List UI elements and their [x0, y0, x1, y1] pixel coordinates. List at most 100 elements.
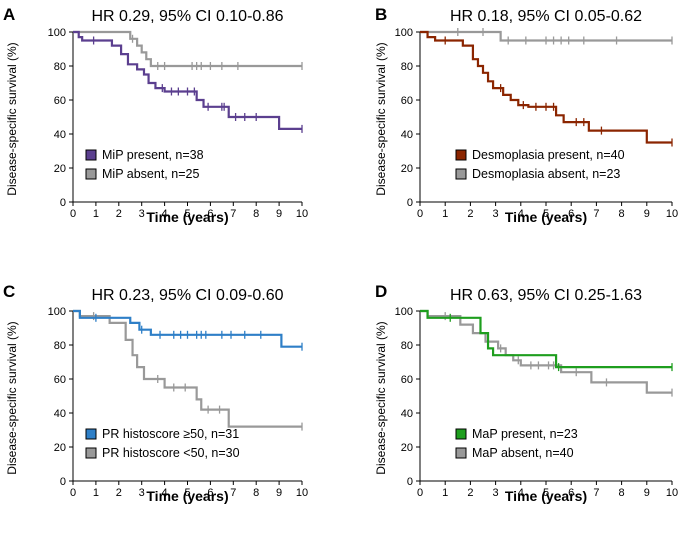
km-curve-group1: [73, 309, 302, 348]
x-tick-label: 9: [276, 208, 282, 220]
y-tick-label: 80: [54, 340, 66, 352]
panel-letter: A: [3, 5, 15, 24]
y-tick-label: 100: [48, 306, 66, 318]
x-tick-label: 6: [568, 208, 574, 220]
x-tick-label: 5: [543, 487, 549, 499]
y-tick-label: 0: [60, 476, 66, 488]
x-tick-label: 1: [442, 208, 448, 220]
km-curve-group2: [73, 309, 302, 428]
y-tick-label: 40: [401, 129, 413, 141]
x-tick-label: 2: [467, 208, 473, 220]
km-curve-group1: [420, 309, 672, 369]
legend-swatch: [455, 447, 467, 459]
panel-letter: C: [3, 282, 15, 301]
x-tick-label: 2: [467, 487, 473, 499]
y-axis-label: Disease-specific survival (%): [374, 42, 388, 195]
y-tick-label: 20: [401, 442, 413, 454]
km-curve-group2: [73, 30, 302, 68]
y-axis-label: Disease-specific survival (%): [5, 42, 19, 195]
x-tick-label: 7: [230, 487, 236, 499]
x-tick-label: 10: [666, 208, 678, 220]
chart-title: HR 0.23, 95% CI 0.09-0.60: [91, 287, 283, 304]
x-tick-label: 7: [230, 208, 236, 220]
y-tick-label: 40: [401, 408, 413, 420]
y-tick-label: 0: [407, 197, 413, 209]
chart-title: HR 0.63, 95% CI 0.25-1.63: [450, 287, 642, 304]
x-tick-label: 10: [296, 487, 308, 499]
x-tick-label: 9: [644, 208, 650, 220]
legend-swatch: [85, 428, 97, 440]
x-tick-label: 7: [593, 487, 599, 499]
y-tick-label: 80: [401, 61, 413, 73]
legend-label: MiP absent, n=25: [102, 167, 199, 181]
legend-swatch: [85, 149, 97, 161]
y-tick-label: 40: [54, 129, 66, 141]
x-tick-label: 8: [253, 487, 259, 499]
chart-title: HR 0.29, 95% CI 0.10-0.86: [91, 8, 283, 25]
y-tick-label: 40: [54, 408, 66, 420]
legend-swatch: [455, 168, 467, 180]
panel-c: C HR 0.23, 95% CI 0.09-0.60 0 20 40 60 80 100 0 1…: [3, 282, 308, 504]
x-tick-label: 3: [139, 487, 145, 499]
x-tick-label: 4: [518, 208, 524, 220]
y-tick-label: 20: [54, 442, 66, 454]
panel-letter: D: [375, 282, 387, 301]
x-tick-label: 1: [442, 487, 448, 499]
x-tick-label: 5: [184, 208, 190, 220]
y-tick-label: 80: [401, 340, 413, 352]
panel-letter: B: [375, 5, 387, 24]
km-curve-group1: [420, 30, 672, 144]
y-tick-label: 60: [401, 374, 413, 386]
x-tick-label: 8: [619, 487, 625, 499]
panel-a: A HR 0.29, 95% CI 0.10-0.86 0 20 40 60 80 100 0 1…: [3, 5, 308, 225]
x-tick-label: 0: [70, 208, 76, 220]
x-axis-label: Time (years): [146, 488, 228, 504]
x-tick-label: 1: [93, 487, 99, 499]
y-tick-label: 80: [54, 61, 66, 73]
y-tick-label: 20: [54, 163, 66, 175]
x-axis-label: Time (years): [505, 209, 587, 225]
x-tick-label: 5: [543, 208, 549, 220]
panel-b: B HR 0.18, 95% CI 0.05-0.62 0 20 40 60 80 100 0 1…: [374, 5, 678, 225]
x-tick-label: 6: [207, 487, 213, 499]
km-curve-group2: [420, 309, 672, 394]
x-tick-label: 0: [417, 487, 423, 499]
x-tick-label: 4: [162, 487, 168, 499]
legend-swatch: [455, 149, 467, 161]
x-tick-label: 1: [93, 208, 99, 220]
x-tick-label: 0: [70, 487, 76, 499]
x-axis-label: Time (years): [146, 209, 228, 225]
legend-swatch: [455, 428, 467, 440]
x-tick-label: 8: [619, 208, 625, 220]
x-tick-label: 10: [666, 487, 678, 499]
legend-label: MiP present, n=38: [102, 148, 204, 162]
y-tick-label: 100: [48, 27, 66, 39]
km-curve-group2: [420, 30, 672, 42]
y-tick-label: 0: [60, 197, 66, 209]
y-axis-label: Disease-specific survival (%): [374, 321, 388, 474]
x-tick-label: 4: [162, 208, 168, 220]
y-tick-label: 20: [401, 163, 413, 175]
x-tick-label: 3: [493, 208, 499, 220]
y-tick-label: 100: [395, 27, 413, 39]
y-tick-label: 60: [54, 374, 66, 386]
x-tick-label: 3: [493, 487, 499, 499]
y-tick-label: 100: [395, 306, 413, 318]
x-tick-label: 10: [296, 208, 308, 220]
y-axis-label: Disease-specific survival (%): [5, 321, 19, 474]
y-tick-label: 60: [54, 95, 66, 107]
x-axis-label: Time (years): [505, 488, 587, 504]
x-tick-label: 3: [139, 208, 145, 220]
y-tick-label: 0: [407, 476, 413, 488]
x-tick-label: 6: [207, 208, 213, 220]
x-tick-label: 9: [644, 487, 650, 499]
y-tick-label: 60: [401, 95, 413, 107]
chart-title: HR 0.18, 95% CI 0.05-0.62: [450, 8, 642, 25]
panel-d: D HR 0.63, 95% CI 0.25-1.63 0 20 40 60 80 100 0 1…: [374, 282, 678, 504]
x-tick-label: 0: [417, 208, 423, 220]
legend-label: Desmoplasia absent, n=23: [472, 167, 620, 181]
x-tick-label: 2: [116, 208, 122, 220]
legend-label: MaP absent, n=40: [472, 446, 574, 460]
legend-swatch: [85, 168, 97, 180]
